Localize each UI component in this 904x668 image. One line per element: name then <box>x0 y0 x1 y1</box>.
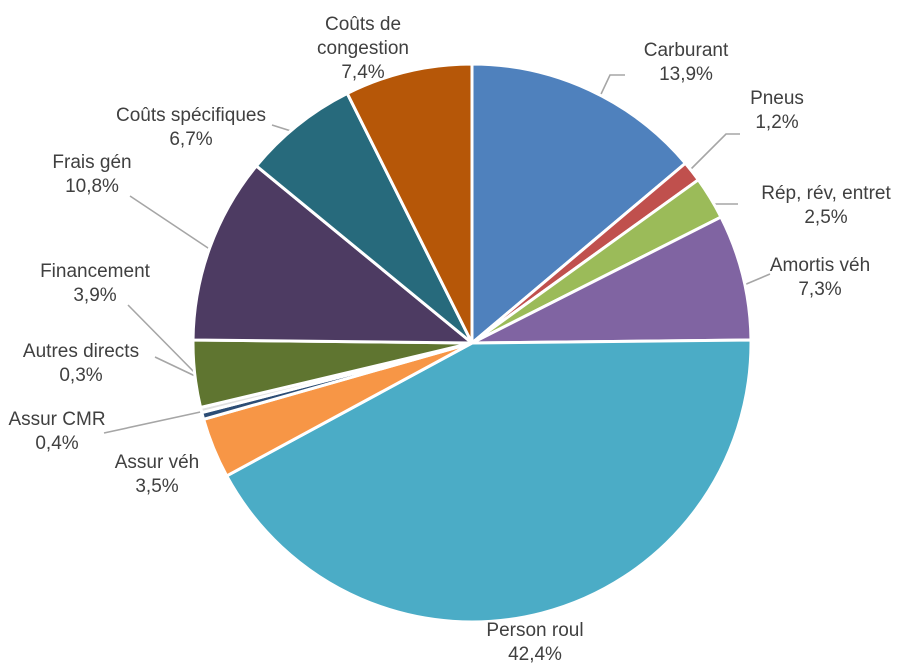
leader-line-4 <box>743 273 771 286</box>
slice-value-label: 3,9% <box>73 285 116 306</box>
slice-category-label: Amortis véh <box>770 255 870 276</box>
slice-value-label: 13,9% <box>659 64 713 85</box>
leader-line-2 <box>687 133 740 173</box>
slice-value-label: 7,4% <box>341 62 384 83</box>
slice-value-label: 0,4% <box>35 433 78 454</box>
slice-value-label: 2,5% <box>804 207 847 228</box>
slice-label-12: Coûts de congestion 7,4% <box>317 14 409 83</box>
slice-label-9: Financement 3,9% <box>40 261 151 306</box>
pie-slice-4 <box>470 215 753 345</box>
slice-value-label: 3,5% <box>135 476 178 497</box>
slice-value-label: 7,3% <box>798 279 841 300</box>
slice-label-10: Frais gén 10,8% <box>52 152 131 197</box>
slice-value-label: 6,7% <box>169 129 212 150</box>
slice-value-label: 10,8% <box>65 176 119 197</box>
leader-line-10 <box>129 195 212 251</box>
slice-label-1: Carburant 13,9% <box>644 40 729 85</box>
leader-line-7 <box>103 410 206 434</box>
slice-label-8: Autres directs 0,3% <box>23 341 139 386</box>
slice-category-label: congestion <box>317 38 409 59</box>
slice-category-label: Pneus <box>750 88 804 109</box>
slice-value-label: 1,2% <box>755 112 798 133</box>
slice-category-label: Assur véh <box>115 452 199 473</box>
slice-label-5: Person roul 42,4% <box>486 620 583 665</box>
slice-category-label: Financement <box>40 261 151 282</box>
slice-value-label: 42,4% <box>508 644 562 665</box>
pie-slice-12 <box>345 62 474 345</box>
slice-category-label: Coûts de <box>325 14 401 35</box>
slice-category-label: Person roul <box>486 620 583 641</box>
pie-slice-5 <box>225 338 753 624</box>
leader-line-9 <box>127 304 200 378</box>
slice-category-label: Assur CMR <box>8 409 105 430</box>
slice-label-6: Assur véh 3,5% <box>115 452 199 497</box>
pie-slice-10 <box>191 164 474 345</box>
slice-category-label: Carburant <box>644 40 729 61</box>
slice-value-label: 0,3% <box>59 365 102 386</box>
slice-labels: Carburant 13,9% Pneus 1,2% Rép, rév, entret 2… <box>8 14 891 665</box>
slice-label-7: Assur CMR 0,4% <box>8 409 105 454</box>
slice-category-label: Coûts spécifiques <box>116 105 266 126</box>
pie-slice-1 <box>470 62 687 345</box>
slice-label-2: Pneus 1,2% <box>750 88 804 133</box>
pie-slice-11 <box>254 91 474 345</box>
slice-category-label: Autres directs <box>23 341 139 362</box>
slice-category-label: Rép, rév, entret <box>761 183 891 204</box>
slice-label-3: Rép, rév, entret 2,5% <box>761 183 891 228</box>
slice-label-11: Coûts spécifiques 6,7% <box>116 105 266 150</box>
slice-category-label: Frais gén <box>52 152 131 173</box>
slice-label-4: Amortis véh 7,3% <box>770 255 870 300</box>
pie-slices <box>191 62 753 624</box>
